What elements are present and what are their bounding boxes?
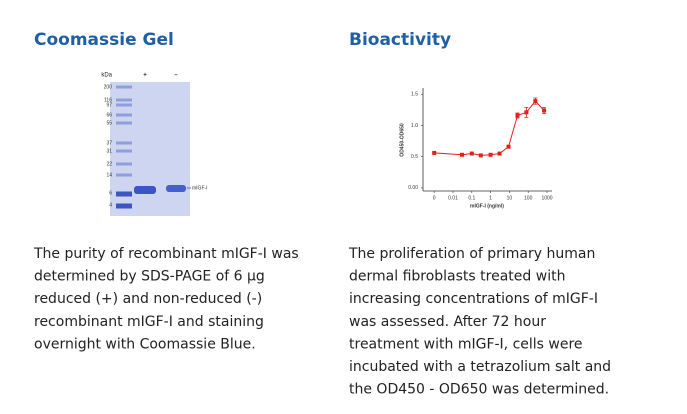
data-point (533, 99, 538, 104)
marker-label: 6 (109, 190, 112, 196)
x-tick-label: 10 (507, 195, 513, 201)
data-point (515, 113, 520, 118)
caption-line: reduced (+) and non-reduced (-) (34, 291, 262, 307)
x-tick-label: 100 (524, 195, 533, 201)
data-point (432, 150, 437, 155)
data-point (488, 152, 493, 157)
marker-label: 200 (104, 84, 113, 90)
section-title: Coomassie Gel (34, 30, 174, 50)
data-point (459, 152, 464, 157)
caption-line: increasing concentrations of mIGF-I (349, 291, 598, 307)
ladder-band (116, 149, 132, 153)
data-point (506, 144, 511, 149)
marker-label: 97 (106, 102, 112, 108)
y-axis-label: OD450-OD650 (399, 123, 405, 157)
y-tick-label: 1.5 (411, 92, 418, 98)
y-tick-label: 0.5 (411, 154, 418, 160)
data-point (542, 108, 547, 113)
data-point (469, 151, 474, 156)
marker-label: 37 (106, 140, 112, 146)
caption-line: overnight with Coomassie Blue. (34, 336, 256, 352)
caption-line: incubated with a tetrazolium salt and (349, 359, 611, 375)
caption-line: the OD450 - OD650 was determined. (349, 382, 609, 398)
caption-line: treatment with mIGF-I, cells were (349, 336, 583, 352)
lane-label: – (174, 73, 178, 79)
x-axis-label: mIGF-I (ng/ml) (470, 203, 504, 209)
marker-label: 22 (106, 161, 112, 167)
ladder-band (116, 98, 132, 102)
x-tick-label: 1 (489, 195, 492, 201)
ladder-band (116, 85, 132, 89)
marker-label: 14 (106, 172, 112, 178)
y-tick-label: 1.0 (411, 123, 418, 129)
marker-label: 4 (109, 202, 112, 208)
gel-unit: kDa (101, 73, 112, 79)
ladder-band (116, 191, 132, 197)
data-point (478, 153, 483, 158)
marker-label: 55 (106, 120, 112, 126)
ladder-band (116, 162, 132, 166)
data-point (497, 151, 502, 156)
caption-line: determined by SDS-PAGE of 6 µg (34, 269, 265, 285)
marker-label: 116 (104, 97, 112, 103)
gel-band (166, 185, 186, 192)
caption-line: The proliferation of primary human (348, 246, 595, 262)
caption-line: recombinant mIGF-I and staining (34, 314, 264, 330)
lane-label: + (143, 73, 147, 79)
marker-label: 31 (106, 148, 112, 154)
ladder-band (116, 121, 132, 125)
y-tick-label: 0.00 (408, 185, 418, 191)
section-title: Bioactivity (349, 30, 451, 50)
ladder-band (116, 141, 132, 145)
caption-line: dermal fibroblasts treated with (349, 269, 565, 285)
caption-line: was assessed. After 72 hour (349, 314, 546, 330)
data-point (524, 110, 529, 115)
marker-label: 66 (106, 112, 112, 118)
x-tick-label: 0.01 (448, 195, 458, 201)
ladder-band (116, 113, 132, 117)
data-line (434, 100, 545, 156)
ladder-band (116, 173, 132, 177)
x-tick-label: 0.1 (468, 195, 475, 201)
x-tick-label: 1000 (541, 195, 552, 201)
gel-band (134, 186, 156, 194)
x-tick-label: 0 (433, 195, 436, 201)
caption-line: The purity of recombinant mIGF-I was (33, 246, 299, 262)
band-label: mIGF-I (192, 185, 208, 191)
ladder-band (116, 203, 132, 209)
ladder-band (116, 103, 132, 107)
